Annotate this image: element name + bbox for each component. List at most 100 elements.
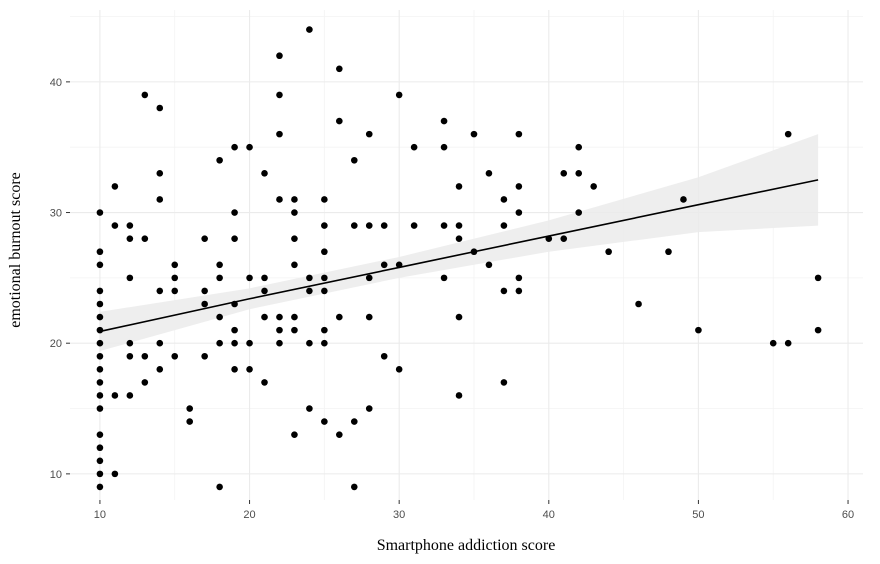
- data-point: [276, 313, 283, 321]
- data-point: [126, 235, 134, 242]
- data-point: [500, 196, 508, 203]
- data-point: [216, 274, 223, 282]
- data-point: [111, 392, 119, 399]
- data-point: [515, 287, 523, 295]
- data-point: [96, 248, 104, 256]
- data-point: [156, 339, 164, 347]
- data-point: [201, 352, 208, 360]
- data-point: [306, 287, 313, 295]
- data-point: [440, 117, 448, 125]
- data-point: [321, 248, 328, 256]
- data-point: [321, 274, 328, 282]
- data-point: [440, 274, 448, 282]
- x-axis-ticks: 10 20 30 40 50 60: [94, 500, 854, 521]
- data-point: [126, 352, 134, 360]
- data-point: [306, 26, 313, 33]
- data-point: [156, 196, 164, 203]
- data-point: [695, 326, 702, 334]
- data-point: [171, 287, 179, 295]
- data-point: [560, 235, 568, 242]
- regression-line: [99, 179, 819, 333]
- data-point: [560, 170, 568, 177]
- data-point: [590, 183, 597, 190]
- data-point: [201, 235, 208, 242]
- data-point: [126, 392, 134, 399]
- data-point: [111, 470, 119, 478]
- data-point: [350, 222, 358, 229]
- x-tick-label: 50: [692, 509, 704, 521]
- data-point: [171, 274, 179, 282]
- data-point: [96, 483, 104, 491]
- data-point: [321, 418, 328, 425]
- data-point: [485, 261, 493, 269]
- data-point: [96, 313, 104, 321]
- data-point: [350, 156, 358, 164]
- data-point: [575, 209, 583, 216]
- data-point: [321, 222, 328, 229]
- data-point: [515, 130, 523, 138]
- data-points: [96, 26, 822, 491]
- data-point: [231, 143, 238, 151]
- data-point: [201, 300, 208, 308]
- data-point: [350, 483, 358, 491]
- y-axis-ticks: 10 20 30 40: [50, 77, 70, 481]
- data-point: [306, 339, 313, 347]
- x-tick-label: 30: [393, 509, 405, 521]
- data-point: [216, 156, 223, 164]
- data-point: [575, 170, 583, 177]
- data-point: [171, 261, 179, 269]
- data-point: [291, 235, 298, 242]
- data-point: [605, 248, 612, 256]
- data-point: [171, 352, 179, 360]
- data-point: [156, 170, 164, 177]
- data-point: [455, 392, 463, 399]
- data-point: [515, 274, 523, 282]
- data-point: [141, 379, 149, 386]
- data-point: [814, 274, 822, 282]
- data-point: [365, 313, 373, 321]
- y-axis-title: emotional burnout score: [7, 172, 24, 328]
- data-point: [156, 104, 164, 112]
- data-point: [246, 339, 253, 347]
- data-point: [276, 196, 283, 203]
- data-point: [784, 339, 792, 347]
- data-point: [291, 261, 298, 269]
- data-point: [246, 143, 253, 151]
- data-point: [261, 379, 268, 386]
- data-point: [216, 483, 223, 491]
- data-point: [321, 287, 328, 295]
- data-point: [306, 274, 313, 282]
- data-point: [380, 261, 388, 269]
- data-point: [440, 143, 448, 151]
- y-tick-label: 30: [50, 208, 62, 220]
- data-point: [769, 339, 777, 347]
- y-tick-label: 40: [50, 77, 62, 89]
- data-point: [96, 431, 104, 438]
- data-point: [246, 274, 253, 282]
- data-point: [365, 130, 373, 138]
- data-point: [96, 339, 104, 347]
- data-point: [515, 183, 523, 190]
- data-point: [455, 235, 463, 242]
- data-point: [246, 366, 253, 373]
- data-point: [365, 222, 373, 229]
- data-point: [231, 326, 238, 334]
- data-point: [410, 143, 418, 151]
- data-point: [276, 339, 283, 347]
- data-point: [395, 366, 403, 373]
- data-point: [96, 209, 104, 216]
- data-point: [336, 431, 343, 438]
- data-point: [336, 313, 343, 321]
- data-point: [380, 222, 388, 229]
- y-tick-label: 20: [50, 338, 62, 350]
- data-point: [276, 326, 283, 334]
- data-point: [500, 379, 508, 386]
- data-point: [111, 183, 119, 190]
- data-point: [306, 405, 313, 412]
- data-point: [500, 222, 508, 229]
- data-point: [336, 65, 343, 73]
- data-point: [126, 339, 134, 347]
- data-point: [635, 300, 642, 308]
- x-tick-label: 40: [543, 509, 555, 521]
